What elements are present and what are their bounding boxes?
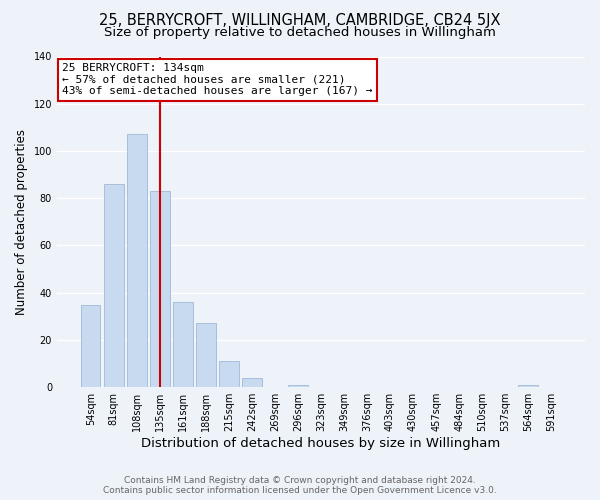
Bar — [196, 324, 215, 387]
Text: 25 BERRYCROFT: 134sqm
← 57% of detached houses are smaller (221)
43% of semi-det: 25 BERRYCROFT: 134sqm ← 57% of detached … — [62, 63, 373, 96]
Text: Contains HM Land Registry data © Crown copyright and database right 2024.
Contai: Contains HM Land Registry data © Crown c… — [103, 476, 497, 495]
X-axis label: Distribution of detached houses by size in Willingham: Distribution of detached houses by size … — [142, 437, 500, 450]
Bar — [518, 385, 538, 387]
Bar — [173, 302, 193, 387]
Y-axis label: Number of detached properties: Number of detached properties — [15, 129, 28, 315]
Bar — [242, 378, 262, 387]
Text: 25, BERRYCROFT, WILLINGHAM, CAMBRIDGE, CB24 5JX: 25, BERRYCROFT, WILLINGHAM, CAMBRIDGE, C… — [99, 12, 501, 28]
Text: Size of property relative to detached houses in Willingham: Size of property relative to detached ho… — [104, 26, 496, 39]
Bar — [219, 361, 239, 387]
Bar — [127, 134, 146, 387]
Bar — [81, 304, 100, 387]
Bar — [288, 385, 308, 387]
Bar — [104, 184, 124, 387]
Bar — [150, 191, 170, 387]
